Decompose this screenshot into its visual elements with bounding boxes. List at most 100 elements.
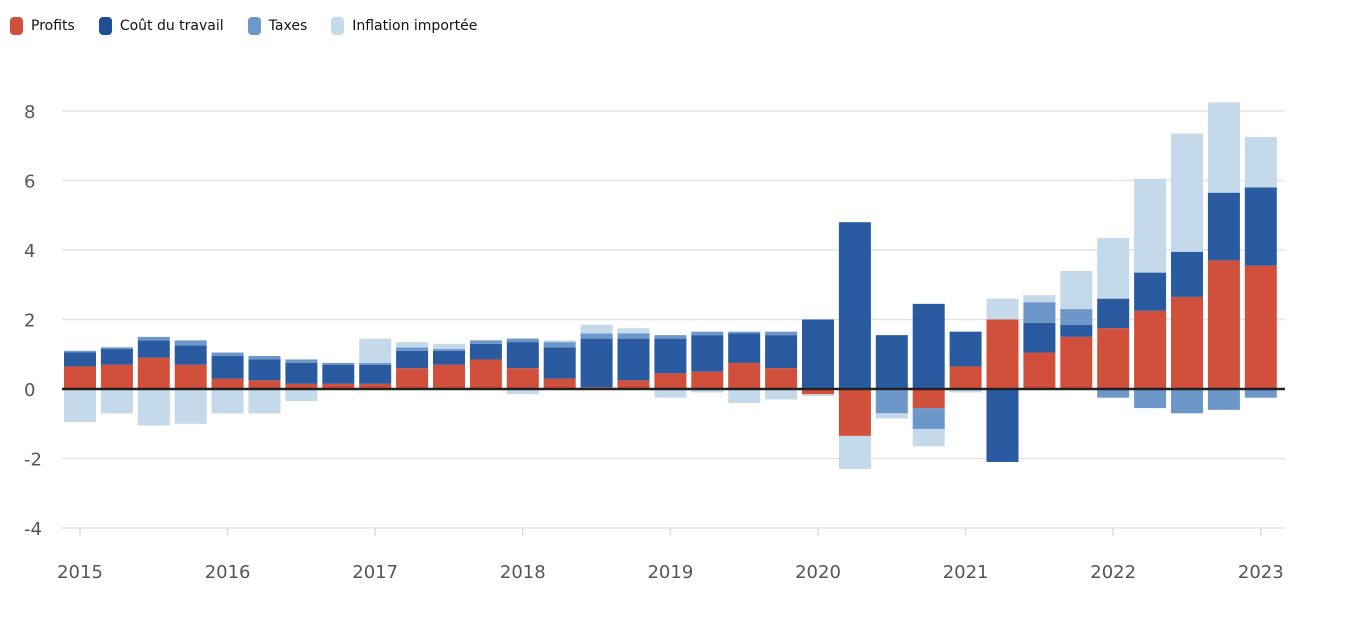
legend-item-imported-inflation: Inflation importée xyxy=(331,17,477,35)
bar-segment-inflation-import-e xyxy=(875,413,908,419)
bar-segment-profits xyxy=(285,383,318,389)
bar-segment-profits xyxy=(433,364,465,389)
legend-label-imported-inflation: Inflation importée xyxy=(352,18,478,34)
bar-segment-inflation-import-e xyxy=(285,389,318,402)
bar-segment-co-t-du-travail xyxy=(838,222,871,389)
y-tick-label: 8 xyxy=(24,102,35,123)
bar-segment-taxes xyxy=(211,352,244,356)
bar-segment-profits xyxy=(174,364,207,389)
bar-segment-profits xyxy=(543,378,576,389)
bar-segment-inflation-import-e xyxy=(64,389,96,423)
bar-segment-profits xyxy=(617,380,650,389)
x-tick-label: 2015 xyxy=(57,562,103,583)
bar-group-2017-Q1 xyxy=(359,338,392,389)
x-axis-ticks: 2015 2016 2017 2018 2019 2020 2021 2022 2023 xyxy=(57,528,1284,583)
bar-segment-taxes xyxy=(174,340,207,346)
bar-segment-profits xyxy=(322,383,355,389)
bar-segment-co-t-du-travail xyxy=(285,362,318,384)
bar-segment-inflation-import-e xyxy=(802,394,834,396)
bar-segment-profits xyxy=(1023,352,1056,389)
bar-segment-co-t-du-travail xyxy=(174,345,207,365)
bar-segment-profits xyxy=(137,357,170,389)
legend-swatch-labour-cost xyxy=(98,17,112,35)
bar-segment-profits xyxy=(248,380,281,389)
bar-segment-co-t-du-travail xyxy=(1097,298,1130,329)
bar-segment-taxes xyxy=(1023,302,1056,323)
gridlines xyxy=(62,110,1285,529)
bar-segment-profits xyxy=(765,368,798,389)
legend-item-labour-cost: Coût du travail xyxy=(98,17,224,35)
bar-segment-taxes xyxy=(1207,389,1240,410)
bar-segment-co-t-du-travail xyxy=(1134,272,1167,311)
bar-segment-co-t-du-travail xyxy=(322,364,355,384)
x-tick-label: 2017 xyxy=(352,562,398,583)
bar-segment-profits xyxy=(359,383,392,389)
bar-group-2015-Q3 xyxy=(137,336,170,426)
bar-segment-taxes xyxy=(912,408,945,429)
bar-group-2022-Q4 xyxy=(1207,102,1240,410)
bar-segment-co-t-du-travail xyxy=(986,389,1019,462)
bar-group-2017-Q3 xyxy=(433,343,465,389)
bar-group-2018-Q2 xyxy=(543,340,576,389)
bar-segment-taxes xyxy=(617,333,650,339)
bar-segment-co-t-du-travail xyxy=(875,335,908,389)
bar-group-2016-Q4 xyxy=(322,362,355,389)
bar-segment-co-t-du-travail xyxy=(654,338,687,374)
bar-segment-profits xyxy=(838,389,871,436)
bar-segment-inflation-import-e xyxy=(617,328,650,334)
y-tick-label: 6 xyxy=(24,172,35,193)
bar-segment-co-t-du-travail xyxy=(580,338,613,388)
bar-segment-taxes xyxy=(1097,389,1130,398)
bar-segment-profits xyxy=(691,371,724,389)
bar-segment-taxes xyxy=(396,347,429,351)
bar-segment-inflation-import-e xyxy=(728,389,761,403)
bar-segment-inflation-import-e xyxy=(433,343,465,350)
bar-segment-inflation-import-e xyxy=(580,324,613,334)
bar-group-2022-Q3 xyxy=(1171,133,1203,414)
bar-segment-inflation-import-e xyxy=(1097,237,1130,299)
bar-segment-co-t-du-travail xyxy=(359,364,392,384)
legend-label-labour-cost: Coût du travail xyxy=(119,18,224,34)
bar-segment-co-t-du-travail xyxy=(691,335,724,372)
bar-segment-co-t-du-travail xyxy=(1171,251,1203,297)
bar-segment-co-t-du-travail xyxy=(248,359,281,381)
bar-group-2021-Q1 xyxy=(949,331,982,393)
bar-segment-profits xyxy=(64,366,96,389)
bar-segment-inflation-import-e xyxy=(137,389,170,426)
bar-segment-taxes xyxy=(506,338,539,343)
bar-group-2018-Q1 xyxy=(506,338,539,395)
bar-group-2017-Q2 xyxy=(396,342,429,389)
bar-group-2019-Q3 xyxy=(728,331,761,403)
bar-group-2019-Q2 xyxy=(691,331,724,393)
y-tick-label: 2 xyxy=(24,311,35,332)
bar-segment-taxes xyxy=(322,362,355,365)
bar-segment-inflation-import-e xyxy=(1060,270,1093,310)
bar-segment-taxes xyxy=(580,333,613,339)
bar-segment-taxes xyxy=(64,350,96,353)
y-tick-label: 4 xyxy=(24,241,35,262)
bar-segment-inflation-import-e xyxy=(211,389,244,414)
bar-segment-taxes xyxy=(285,359,318,363)
bar-segment-profits xyxy=(802,389,834,395)
bar-group-2019-Q4 xyxy=(765,331,798,400)
bar-segment-inflation-import-e xyxy=(654,389,687,398)
bar-segment-co-t-du-travail xyxy=(64,352,96,367)
bar-segment-profits xyxy=(100,364,133,389)
bar-segment-co-t-du-travail xyxy=(728,333,761,363)
bar-group-2016-Q3 xyxy=(285,359,318,402)
bar-group-2017-Q4 xyxy=(469,340,502,389)
bar-segment-profits xyxy=(912,389,945,409)
bar-group-2021-Q4 xyxy=(1060,270,1093,389)
bar-segment-inflation-import-e xyxy=(691,389,724,393)
bar-group-2021-Q3 xyxy=(1023,295,1056,389)
bar-segment-co-t-du-travail xyxy=(506,342,539,369)
bar-segment-inflation-import-e xyxy=(765,389,798,400)
bar-segment-taxes xyxy=(137,336,170,341)
bar-segment-inflation-import-e xyxy=(359,338,392,363)
bar-group-2016-Q2 xyxy=(248,355,281,414)
bar-segment-inflation-import-e xyxy=(100,389,133,414)
bar-segment-profits xyxy=(506,368,539,389)
bar-group-2019-Q1 xyxy=(654,335,687,398)
bar-segment-taxes xyxy=(654,335,687,339)
